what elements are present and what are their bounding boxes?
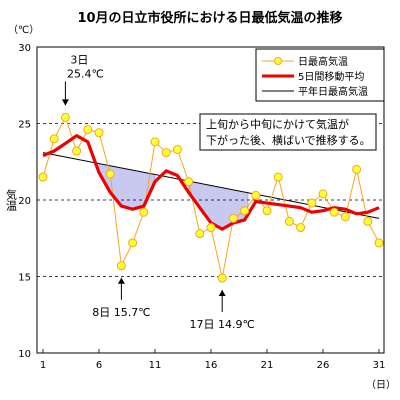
data-point-day-21 bbox=[262, 206, 272, 216]
annotation-day-8: 8日 15.7℃ bbox=[92, 277, 151, 319]
data-point-day-27 bbox=[329, 207, 339, 217]
data-point-day-11 bbox=[150, 137, 160, 147]
data-point-day-18 bbox=[228, 213, 238, 223]
y-unit-label: （℃） bbox=[8, 24, 39, 36]
data-point-day-7 bbox=[105, 169, 115, 179]
y-tick-label-30: 30 bbox=[18, 43, 31, 54]
data-point-day-15 bbox=[195, 229, 205, 239]
legend-label: 日最高気温 bbox=[298, 55, 348, 68]
x-tick-label-31: 31 bbox=[373, 360, 386, 371]
data-point-day-19 bbox=[240, 206, 250, 216]
data-point-day-5 bbox=[83, 125, 93, 135]
data-point-day-23 bbox=[284, 216, 294, 226]
chart-title: 10月の日立市役所における日最低気温の推移 bbox=[77, 10, 342, 26]
annotation-day-17: 17日 14.9℃ bbox=[190, 290, 255, 331]
x-tick-label-21: 21 bbox=[261, 360, 274, 371]
annotation-value-label: 15.7℃ bbox=[114, 306, 151, 319]
data-point-day-29 bbox=[352, 164, 362, 174]
data-point-day-13 bbox=[172, 145, 182, 155]
x-tick-label-11: 11 bbox=[149, 360, 162, 371]
annotation-arrow-head bbox=[218, 290, 226, 297]
data-point-day-4 bbox=[72, 146, 82, 156]
x-unit-label: （日） bbox=[366, 379, 396, 391]
data-point-day-17 bbox=[217, 273, 227, 283]
annotation-label: 8日 15.7℃ bbox=[92, 306, 150, 319]
annotation-day-label: 8日 bbox=[92, 306, 114, 319]
annotation-label: 17日 14.9℃ bbox=[190, 318, 255, 331]
legend-item-normal-high: 平年日最高気温 bbox=[262, 85, 368, 98]
annotation-arrow-head bbox=[117, 277, 125, 284]
data-point-day-8 bbox=[116, 261, 126, 271]
legend-marker bbox=[274, 57, 282, 65]
annotation-day-label: 17日 bbox=[190, 318, 219, 331]
data-point-day-9 bbox=[128, 238, 138, 248]
x-tick-label-1: 1 bbox=[40, 360, 46, 371]
comment-line-1: 上旬から中旬にかけて気温が bbox=[206, 117, 349, 131]
data-point-day-3 bbox=[60, 112, 70, 122]
data-point-day-22 bbox=[273, 172, 283, 182]
data-point-day-6 bbox=[94, 128, 104, 138]
annotation-value-label: 14.9℃ bbox=[218, 318, 255, 331]
data-point-day-30 bbox=[363, 216, 373, 226]
x-tick-label-6: 6 bbox=[96, 360, 102, 371]
data-point-day-25 bbox=[307, 198, 317, 208]
data-point-day-26 bbox=[318, 189, 328, 199]
legend-item-daily-high: 日最高気温 bbox=[262, 55, 348, 68]
series-line-moving-average bbox=[42, 134, 380, 231]
x-tick-label-16: 16 bbox=[205, 360, 218, 371]
annotation-arrow-head bbox=[61, 99, 69, 106]
annotation-day-label: 3日 bbox=[70, 53, 88, 66]
comment-box-frame bbox=[199, 113, 377, 151]
data-point-day-2 bbox=[49, 134, 59, 144]
y-tick-label-10: 10 bbox=[18, 349, 31, 360]
legend-item-moving-average: 5日間移動平均 bbox=[262, 70, 364, 83]
annotation-value-label: 25.4℃ bbox=[67, 67, 104, 80]
legend-label: 5日間移動平均 bbox=[298, 70, 364, 83]
y-axis-label: 気温 bbox=[5, 188, 18, 211]
data-point-day-16 bbox=[206, 223, 216, 233]
data-point-day-1 bbox=[38, 172, 48, 182]
data-point-day-20 bbox=[251, 190, 261, 200]
data-point-day-24 bbox=[296, 223, 306, 233]
data-point-day-31 bbox=[374, 238, 384, 248]
legend-label: 平年日最高気温 bbox=[298, 85, 368, 98]
data-point-day-10 bbox=[139, 207, 149, 217]
comment-box: 上旬から中旬にかけて気温が 下がった後、横ばいで推移する。 bbox=[199, 113, 377, 151]
comment-line-2: 下がった後、横ばいで推移する。 bbox=[206, 133, 371, 147]
y-tick-label-20: 20 bbox=[18, 196, 31, 207]
y-tick-label-15: 15 bbox=[18, 273, 31, 284]
x-tick-label-26: 26 bbox=[317, 360, 330, 371]
series-line-normal-high bbox=[42, 152, 380, 219]
y-tick-label-25: 25 bbox=[18, 120, 31, 131]
data-point-day-28 bbox=[340, 212, 350, 222]
data-point-day-12 bbox=[161, 148, 171, 158]
data-point-day-14 bbox=[184, 177, 194, 187]
